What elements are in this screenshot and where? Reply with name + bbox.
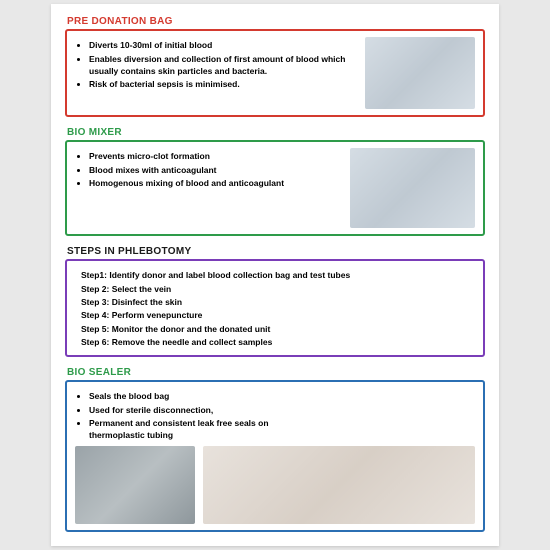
bullet-item: Permanent and consistent leak free seals… bbox=[89, 417, 309, 442]
section-pre-donation-bag: PRE DONATION BAG Diverts 10-30ml of init… bbox=[65, 16, 485, 117]
section-bio-mixer: BIO MIXER Prevents micro-clot formation … bbox=[65, 127, 485, 236]
bullet-item: Risk of bacterial sepsis is minimised. bbox=[89, 78, 357, 90]
step-item: Step 6: Remove the needle and collect sa… bbox=[81, 336, 475, 348]
bullet-item: Homogenous mixing of blood and anticoagu… bbox=[89, 177, 342, 189]
bullet-list: Seals the blood bag Used for sterile dis… bbox=[75, 390, 309, 441]
section-steps-phlebotomy: STEPS IN PHLEBOTOMY Step1: Identify dono… bbox=[65, 246, 485, 357]
step-item: Step 4: Perform venepuncture bbox=[81, 309, 475, 321]
bullet-item: Diverts 10-30ml of initial blood bbox=[89, 39, 357, 51]
image-placeholder bbox=[350, 148, 475, 228]
section-title: BIO MIXER bbox=[65, 127, 485, 138]
image-placeholder bbox=[203, 446, 475, 524]
bullet-item: Used for sterile disconnection, bbox=[89, 404, 309, 416]
bullet-list: Prevents micro-clot formation Blood mixe… bbox=[75, 150, 342, 189]
section-title: STEPS IN PHLEBOTOMY bbox=[65, 246, 485, 257]
section-box: Diverts 10-30ml of initial blood Enables… bbox=[65, 29, 485, 117]
section-title: BIO SEALER bbox=[65, 367, 485, 378]
step-item: Step 5: Monitor the donor and the donate… bbox=[81, 323, 475, 335]
step-item: Step 2: Select the vein bbox=[81, 283, 475, 295]
step-item: Step1: Identify donor and label blood co… bbox=[81, 269, 475, 281]
step-item: Step 3: Disinfect the skin bbox=[81, 296, 475, 308]
bullet-item: Blood mixes with anticoagulant bbox=[89, 164, 342, 176]
section-bio-sealer: BIO SEALER Seals the blood bag Used for … bbox=[65, 367, 485, 531]
document-page: PRE DONATION BAG Diverts 10-30ml of init… bbox=[51, 4, 499, 545]
bullet-item: Seals the blood bag bbox=[89, 390, 309, 402]
image-placeholder bbox=[365, 37, 475, 109]
steps-list: Step1: Identify donor and label blood co… bbox=[81, 269, 475, 348]
section-box: Seals the blood bag Used for sterile dis… bbox=[65, 380, 485, 531]
section-box: Step1: Identify donor and label blood co… bbox=[65, 259, 485, 357]
bullet-item: Prevents micro-clot formation bbox=[89, 150, 342, 162]
bullet-list: Diverts 10-30ml of initial blood Enables… bbox=[75, 39, 357, 90]
image-placeholder bbox=[75, 446, 195, 524]
bullet-item: Enables diversion and collection of firs… bbox=[89, 53, 357, 78]
section-box: Prevents micro-clot formation Blood mixe… bbox=[65, 140, 485, 236]
section-title: PRE DONATION BAG bbox=[65, 16, 485, 27]
